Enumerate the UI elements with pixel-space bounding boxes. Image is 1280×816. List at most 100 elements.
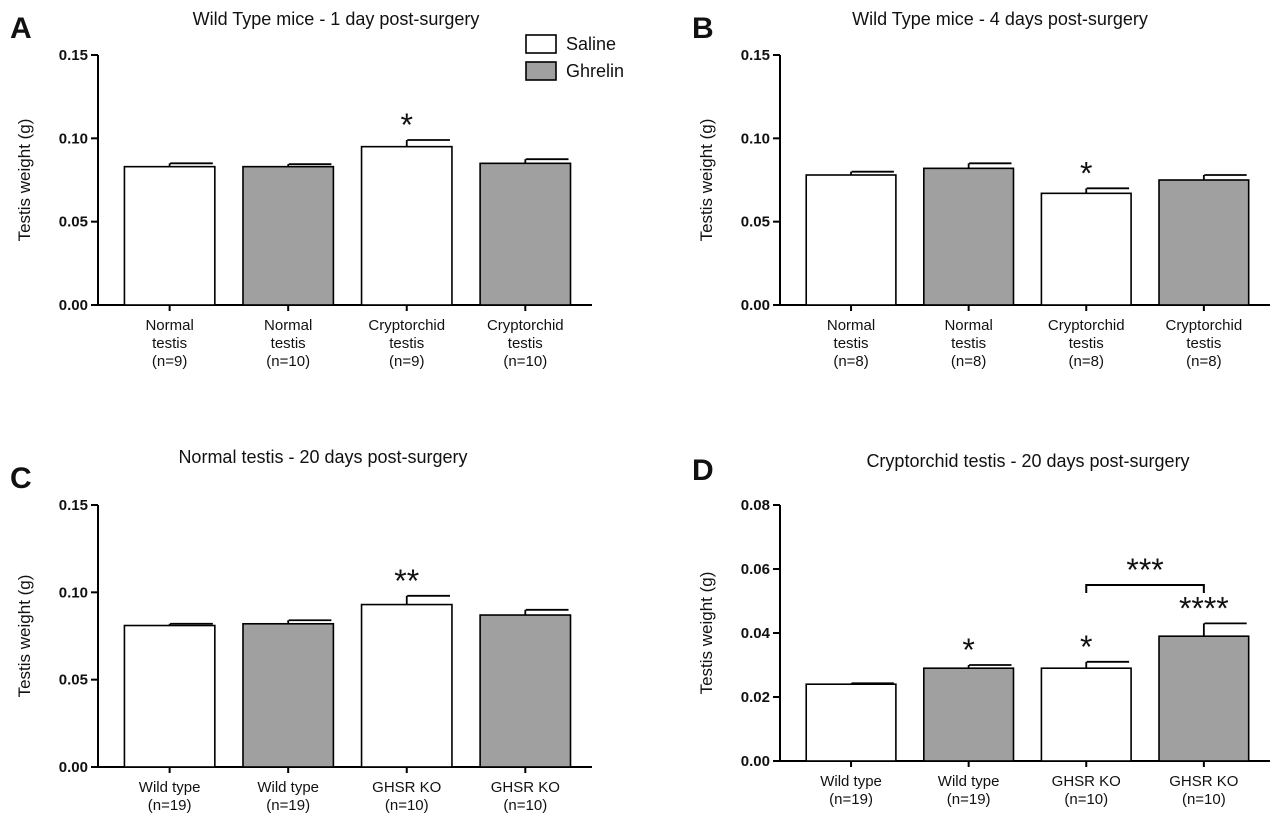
x-tick-label-line: (n=8)	[951, 353, 986, 370]
comparison-bracket	[1085, 584, 1205, 593]
x-tick-label-line: testis	[951, 335, 986, 352]
x-tick-label-line: testis	[389, 335, 424, 352]
bar	[242, 165, 335, 306]
y-tick-label: 0.10	[741, 130, 770, 147]
panel-letter: A	[10, 12, 32, 45]
y-axis-label: Testis weight (g)	[15, 575, 34, 698]
x-tick-label: GHSR KO (n=10)	[1169, 773, 1238, 808]
x-tick-label: Normal testis (n=8)	[944, 317, 992, 370]
chart-title: Wild Type mice - 4 days post-surgery	[852, 9, 1148, 29]
legend: Saline Ghrelin	[525, 34, 624, 81]
x-tick-label-line: (n=10)	[1064, 791, 1108, 808]
y-tick-label: 0.00	[741, 297, 770, 314]
x-tick-label-line: (n=19)	[947, 791, 991, 808]
x-tick-label: Cryptorchid testis (n=10)	[487, 317, 564, 370]
x-tick-label-line: testis	[508, 335, 543, 352]
panel-d: D Cryptorchid testis - 20 days post-surge…	[692, 451, 1270, 808]
x-tick-label: Cryptorchid testis (n=8)	[1165, 317, 1242, 370]
x-tick-label-line: testis	[271, 335, 306, 352]
bar	[1158, 179, 1250, 306]
x-tick-label: Wild type (n=19)	[820, 773, 882, 808]
panel-letter: D	[692, 454, 714, 487]
panel-a: A Wild Type mice - 1 day post-surgery Test…	[10, 9, 592, 370]
x-tick-label-line: (n=8)	[1069, 353, 1104, 370]
chart-title: Wild Type mice - 1 day post-surgery	[193, 9, 480, 29]
x-tick-label: GHSR KO (n=10)	[1052, 773, 1121, 808]
x-tick-label: Wild type (n=19)	[938, 773, 1000, 808]
x-tick-label-line: GHSR KO	[1052, 773, 1121, 790]
significance-stars: *	[1080, 155, 1092, 191]
x-tick-label: Normal testis (n=10)	[264, 317, 312, 370]
legend-swatch-ghrelin	[525, 61, 557, 81]
x-tick-label-line: Cryptorchid	[1165, 317, 1242, 334]
bar	[123, 165, 216, 306]
bar	[479, 162, 572, 306]
x-tick-label-line: GHSR KO	[372, 779, 441, 796]
x-tick-label: Normal testis (n=8)	[827, 317, 875, 370]
y-tick-label: 0.06	[741, 561, 770, 578]
panel-letter: B	[692, 12, 714, 45]
y-tick-label: 0.15	[59, 497, 88, 514]
x-tick-label-line: GHSR KO	[1169, 773, 1238, 790]
bar	[923, 667, 1015, 762]
x-tick-label-line: (n=10)	[503, 797, 547, 814]
x-tick-label-line: Normal	[145, 317, 193, 334]
y-tick-label: 0.04	[741, 625, 771, 642]
panels: A Wild Type mice - 1 day post-surgery Test…	[10, 9, 1270, 814]
bar	[242, 622, 335, 768]
x-tick-label-line: (n=19)	[266, 797, 310, 814]
y-tick-label: 0.05	[741, 214, 770, 231]
chart-title: Cryptorchid testis - 20 days post-surger…	[866, 451, 1189, 471]
legend-label-ghrelin: Ghrelin	[566, 61, 624, 81]
significance-stars: *	[401, 107, 413, 143]
y-tick-label: 0.00	[59, 297, 88, 314]
x-tick-label: Wild type (n=19)	[139, 779, 201, 814]
x-tick-label-line: Wild type	[938, 773, 1000, 790]
x-tick-label-line: (n=10)	[385, 797, 429, 814]
significance-stars: *	[1080, 629, 1092, 665]
x-tick-label-line: testis	[1069, 335, 1104, 352]
x-tick-label-line: testis	[152, 335, 187, 352]
x-tick-label-line: (n=8)	[833, 353, 868, 370]
y-tick-label: 0.05	[59, 214, 88, 231]
x-tick-label-line: (n=9)	[152, 353, 187, 370]
x-tick-label-line: (n=19)	[148, 797, 192, 814]
bar	[360, 145, 453, 306]
x-tick-label: Wild type (n=19)	[257, 779, 319, 814]
y-axis-label: Testis weight (g)	[697, 572, 716, 695]
significance-stars: ****	[1179, 590, 1229, 626]
x-tick-label: GHSR KO (n=10)	[491, 779, 560, 814]
y-tick-label: 0.08	[741, 497, 770, 514]
bar	[805, 683, 897, 762]
x-tick-label-line: (n=9)	[389, 353, 424, 370]
y-tick-label: 0.10	[59, 130, 88, 147]
y-tick-label: 0.10	[59, 584, 88, 601]
panel-letter: C	[10, 462, 32, 495]
bar	[1040, 192, 1132, 306]
x-tick-label-line: testis	[834, 335, 869, 352]
x-tick-label-line: Wild type	[820, 773, 882, 790]
y-tick-label: 0.00	[59, 759, 88, 776]
x-tick-label: GHSR KO (n=10)	[372, 779, 441, 814]
y-tick-label: 0.05	[59, 672, 88, 689]
bar	[1040, 667, 1132, 762]
x-tick-label: Cryptorchid testis (n=9)	[368, 317, 445, 370]
bar	[123, 624, 216, 768]
x-tick-label-line: (n=10)	[1182, 791, 1226, 808]
y-tick-label: 0.00	[741, 753, 770, 770]
x-tick-label-line: testis	[1186, 335, 1221, 352]
x-tick-label-line: (n=19)	[829, 791, 873, 808]
x-tick-label-line: Normal	[827, 317, 875, 334]
legend-swatch-saline	[525, 34, 557, 54]
x-tick-label-line: Wild type	[257, 779, 319, 796]
bar	[1158, 635, 1250, 762]
x-tick-label: Normal testis (n=9)	[145, 317, 193, 370]
bar	[479, 614, 572, 768]
x-tick-label: Cryptorchid testis (n=8)	[1048, 317, 1125, 370]
x-tick-label-line: Cryptorchid	[487, 317, 564, 334]
x-tick-label-line: Cryptorchid	[1048, 317, 1125, 334]
x-tick-label-line: (n=10)	[266, 353, 310, 370]
bracket-stars: ***	[1126, 552, 1163, 588]
y-tick-label: 0.02	[741, 689, 770, 706]
